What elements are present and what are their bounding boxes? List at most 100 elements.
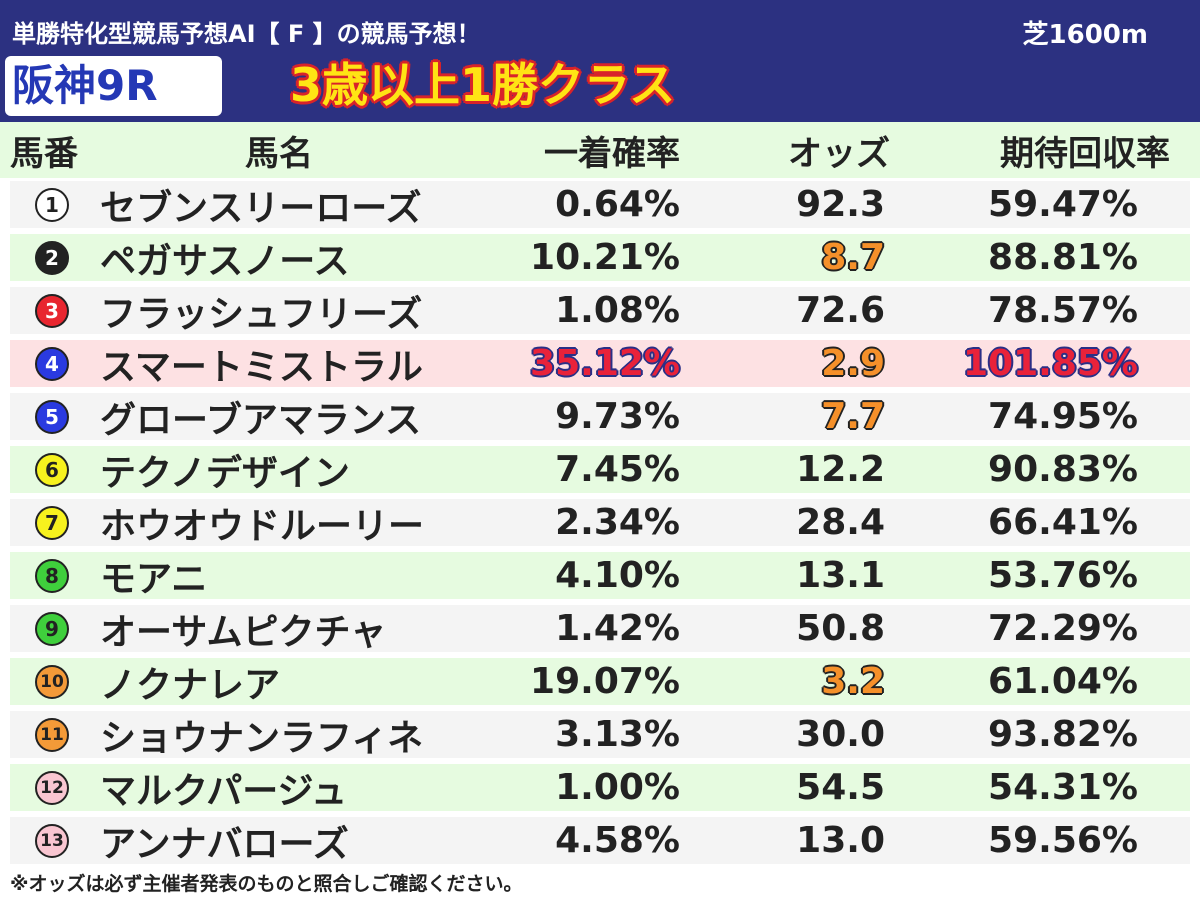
row-background — [10, 234, 1190, 281]
expected-return: 88.81% — [988, 237, 1138, 278]
horse-name: オーサムピクチャ — [100, 611, 387, 653]
horse-number-cell: 10 — [28, 655, 76, 708]
horse-number-cell: 9 — [28, 602, 76, 655]
row-background — [10, 181, 1190, 228]
horse-number-badge: 13 — [35, 823, 69, 858]
table-row: 9 オーサムピクチャ 1.42% 50.8 72.29% — [0, 602, 1200, 655]
horse-name: グローブアマランス — [100, 399, 422, 441]
row-background — [10, 393, 1190, 440]
odds: 13.0 — [796, 820, 885, 861]
win-probability: 10.21% — [530, 237, 680, 278]
expected-return: 54.31% — [988, 767, 1138, 808]
horse-number-cell: 8 — [28, 549, 76, 602]
column-header-win-prob: 一着確率 — [544, 133, 680, 174]
win-probability: 9.73% — [555, 396, 680, 437]
horse-number-cell: 13 — [28, 814, 76, 867]
expected-return: 53.76% — [988, 555, 1138, 596]
win-probability: 0.64% — [555, 184, 680, 225]
horse-name: マルクパージュ — [100, 770, 347, 812]
table-row: 1 セブンスリーローズ 0.64% 92.3 59.47% — [0, 178, 1200, 231]
table-row: 5 グローブアマランス 9.73% 7.7 74.95% — [0, 390, 1200, 443]
prediction-table: 馬番 馬名 一着確率 オッズ 期待回収率 1 セブンスリーローズ 0.64% 92.3… — [0, 122, 1200, 867]
horse-name: モアニ — [100, 558, 208, 600]
table-row: 13 アンナバローズ 4.58% 13.0 59.56% — [0, 814, 1200, 867]
horse-name: スマートミストラル — [100, 346, 423, 388]
row-background — [10, 552, 1190, 599]
horse-number-cell: 1 — [28, 178, 76, 231]
expected-return: 78.57% — [988, 290, 1138, 331]
row-background — [10, 817, 1190, 864]
horse-name: ノクナレア — [100, 664, 281, 706]
win-probability: 1.00% — [555, 767, 680, 808]
horse-name: ホウオウドルーリー — [100, 505, 425, 547]
row-background — [10, 711, 1190, 758]
odds: 13.1 — [796, 555, 885, 596]
expected-return: 59.47% — [988, 184, 1138, 225]
table-row: 10 ノクナレア 19.07% 3.2 61.04% — [0, 655, 1200, 708]
horse-name: フラッシュフリーズ — [100, 293, 423, 335]
race-class: 3歳以上1勝クラス — [290, 58, 676, 112]
horse-number-cell: 6 — [28, 443, 76, 496]
win-probability: 7.45% — [555, 449, 680, 490]
footnote: ※オッズは必ず主催者発表のものと照合しご確認ください。 — [10, 873, 523, 895]
odds: 12.2 — [796, 449, 885, 490]
win-probability: 19.07% — [530, 661, 680, 702]
track-surface-distance: 芝1600m — [1022, 20, 1148, 50]
header-banner: 単勝特化型競馬予想AI【 F 】の競馬予想！ 芝1600m 阪神9R 3歳以上1… — [0, 0, 1200, 122]
horse-number-badge: 4 — [35, 346, 69, 381]
table-row: 7 ホウオウドルーリー 2.34% 28.4 66.41% — [0, 496, 1200, 549]
table-row: 12 マルクパージュ 1.00% 54.5 54.31% — [0, 761, 1200, 814]
win-probability: 1.08% — [555, 290, 680, 331]
table-row: 3 フラッシュフリーズ 1.08% 72.6 78.57% — [0, 284, 1200, 337]
horse-number-cell: 5 — [28, 390, 76, 443]
odds: 92.3 — [796, 184, 885, 225]
expected-return: 72.29% — [988, 608, 1138, 649]
row-background — [10, 764, 1190, 811]
expected-return: 61.04% — [988, 661, 1138, 702]
win-probability: 2.34% — [555, 502, 680, 543]
expected-return: 59.56% — [988, 820, 1138, 861]
row-background — [10, 446, 1190, 493]
column-header-expected-return: 期待回収率 — [1000, 133, 1170, 174]
horse-number-badge: 7 — [35, 505, 69, 540]
odds: 50.8 — [796, 608, 885, 649]
column-header-odds: オッズ — [788, 133, 890, 174]
win-probability: 1.42% — [555, 608, 680, 649]
win-probability: 35.12% — [530, 343, 680, 384]
horse-name: セブンスリーローズ — [100, 187, 422, 229]
odds: 2.9 — [821, 343, 885, 384]
table-row: 6 テクノデザイン 7.45% 12.2 90.83% — [0, 443, 1200, 496]
horse-name: テクノデザイン — [100, 452, 350, 494]
win-probability: 4.10% — [555, 555, 680, 596]
race-name: 阪神9R — [12, 61, 158, 110]
expected-return: 101.85% — [963, 343, 1138, 384]
horse-number-badge: 6 — [35, 452, 69, 487]
row-background — [10, 499, 1190, 546]
row-background — [10, 658, 1190, 705]
horse-number-badge: 9 — [35, 611, 69, 646]
win-probability: 3.13% — [555, 714, 680, 755]
horse-number-badge: 8 — [35, 558, 69, 593]
odds: 7.7 — [821, 396, 885, 437]
odds: 30.0 — [796, 714, 885, 755]
horse-number-badge: 1 — [35, 187, 69, 222]
horse-number-badge: 3 — [35, 293, 69, 328]
column-header-number: 馬番 — [10, 133, 78, 174]
horse-number-badge: 12 — [35, 770, 69, 805]
horse-number-badge: 5 — [35, 399, 69, 434]
horse-number-cell: 2 — [28, 231, 76, 284]
table-row: 8 モアニ 4.10% 13.1 53.76% — [0, 549, 1200, 602]
odds: 3.2 — [821, 661, 885, 702]
table-row: 4 スマートミストラル 35.12% 2.9 101.85% — [0, 337, 1200, 390]
expected-return: 74.95% — [988, 396, 1138, 437]
header-subtitle: 単勝特化型競馬予想AI【 F 】の競馬予想！ — [12, 20, 481, 48]
horse-number-cell: 4 — [28, 337, 76, 390]
win-probability: 4.58% — [555, 820, 680, 861]
horse-number-badge: 2 — [35, 240, 69, 275]
expected-return: 66.41% — [988, 502, 1138, 543]
table-body: 1 セブンスリーローズ 0.64% 92.3 59.47% 2 ペガサスノース 10.21% 8… — [0, 178, 1200, 867]
expected-return: 93.82% — [988, 714, 1138, 755]
column-header-name: 馬名 — [245, 133, 313, 174]
horse-number-badge: 11 — [35, 717, 69, 752]
